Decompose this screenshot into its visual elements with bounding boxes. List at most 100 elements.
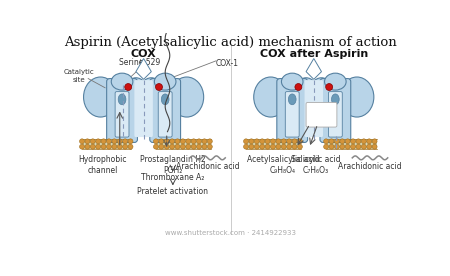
Ellipse shape — [84, 77, 117, 117]
Circle shape — [80, 139, 85, 144]
Ellipse shape — [294, 78, 319, 108]
Ellipse shape — [324, 73, 346, 90]
Circle shape — [334, 144, 339, 149]
Circle shape — [125, 84, 132, 91]
Ellipse shape — [124, 78, 148, 108]
Text: Arachidonic acid: Arachidonic acid — [338, 163, 402, 171]
Circle shape — [175, 139, 180, 144]
Circle shape — [175, 144, 180, 149]
Circle shape — [123, 144, 128, 149]
Circle shape — [270, 139, 275, 144]
Circle shape — [159, 144, 164, 149]
Text: www.shutterstock.com · 2414922933: www.shutterstock.com · 2414922933 — [165, 230, 296, 237]
Text: COX after Aspirin: COX after Aspirin — [260, 49, 368, 59]
Text: Hydrophobic
channel: Hydrophobic channel — [79, 155, 127, 175]
Circle shape — [170, 139, 175, 144]
Circle shape — [351, 139, 356, 144]
FancyBboxPatch shape — [285, 92, 299, 137]
Ellipse shape — [170, 77, 204, 117]
Circle shape — [96, 144, 101, 149]
FancyBboxPatch shape — [306, 102, 337, 127]
Circle shape — [101, 139, 106, 144]
Ellipse shape — [162, 94, 169, 105]
FancyBboxPatch shape — [115, 92, 129, 137]
Circle shape — [243, 144, 248, 149]
Circle shape — [281, 139, 286, 144]
Ellipse shape — [288, 94, 296, 105]
Bar — [82, 139, 131, 149]
Circle shape — [351, 144, 356, 149]
Circle shape — [361, 139, 366, 144]
FancyBboxPatch shape — [305, 80, 323, 137]
Circle shape — [260, 139, 265, 144]
Text: COX: COX — [131, 49, 157, 59]
Circle shape — [254, 139, 259, 144]
Circle shape — [117, 139, 122, 144]
Circle shape — [367, 144, 372, 149]
Bar — [326, 139, 377, 149]
Circle shape — [265, 139, 270, 144]
Circle shape — [156, 84, 162, 91]
FancyBboxPatch shape — [150, 79, 180, 142]
FancyBboxPatch shape — [277, 79, 308, 142]
Circle shape — [340, 144, 345, 149]
Circle shape — [265, 144, 270, 149]
Circle shape — [372, 144, 377, 149]
Circle shape — [107, 139, 112, 144]
Circle shape — [292, 139, 297, 144]
Circle shape — [153, 144, 158, 149]
Circle shape — [297, 144, 302, 149]
Circle shape — [101, 144, 106, 149]
Circle shape — [324, 139, 328, 144]
Circle shape — [186, 144, 191, 149]
Circle shape — [197, 139, 202, 144]
Circle shape — [180, 144, 185, 149]
Circle shape — [329, 139, 334, 144]
Text: Aspirin (Acetylsalicylic acid) mechanism of action: Aspirin (Acetylsalicylic acid) mechanism… — [64, 36, 397, 49]
Bar — [246, 139, 302, 149]
Text: Pratelet activation: Pratelet activation — [137, 187, 208, 196]
Ellipse shape — [139, 78, 164, 108]
Ellipse shape — [154, 73, 176, 90]
Text: Thromboxane A₂: Thromboxane A₂ — [141, 173, 205, 182]
Circle shape — [202, 139, 207, 144]
Circle shape — [153, 139, 158, 144]
Circle shape — [80, 144, 85, 149]
Text: COX-1: COX-1 — [216, 59, 239, 68]
Circle shape — [123, 139, 128, 144]
Circle shape — [295, 84, 302, 91]
Circle shape — [243, 139, 248, 144]
Circle shape — [276, 139, 281, 144]
Circle shape — [197, 144, 202, 149]
Polygon shape — [136, 59, 151, 79]
Text: Arachidonic acid: Arachidonic acid — [176, 163, 239, 171]
Circle shape — [326, 84, 333, 91]
Circle shape — [334, 139, 339, 144]
Ellipse shape — [332, 94, 339, 105]
Circle shape — [90, 144, 95, 149]
FancyBboxPatch shape — [320, 79, 351, 142]
Circle shape — [367, 139, 372, 144]
Circle shape — [345, 139, 350, 144]
Text: Serine 529: Serine 529 — [119, 58, 160, 67]
Circle shape — [85, 139, 90, 144]
Circle shape — [164, 144, 169, 149]
Circle shape — [170, 144, 175, 149]
Text: Catalytic
site: Catalytic site — [63, 70, 94, 83]
Circle shape — [107, 144, 112, 149]
Ellipse shape — [118, 94, 126, 105]
Circle shape — [191, 139, 196, 144]
FancyBboxPatch shape — [328, 92, 342, 137]
Text: Acetylsalicylic acid
C₉H₈O₄: Acetylsalicylic acid C₉H₈O₄ — [247, 155, 320, 175]
Circle shape — [128, 144, 133, 149]
Circle shape — [180, 139, 185, 144]
Circle shape — [281, 144, 286, 149]
Circle shape — [117, 144, 122, 149]
Circle shape — [96, 139, 101, 144]
Circle shape — [292, 144, 297, 149]
Circle shape — [260, 144, 265, 149]
Circle shape — [361, 144, 366, 149]
Circle shape — [270, 144, 275, 149]
Circle shape — [297, 139, 302, 144]
Circle shape — [276, 144, 281, 149]
